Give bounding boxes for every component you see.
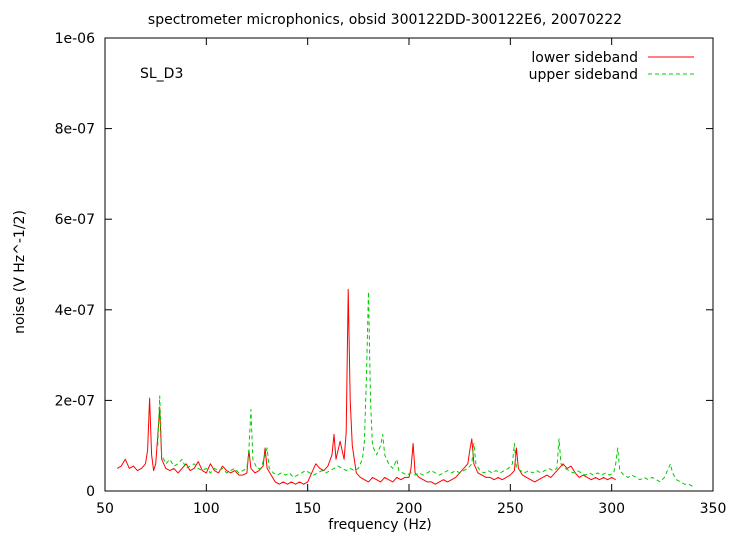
legend-label: upper sideband (529, 67, 638, 83)
x-tick-label: 150 (294, 501, 321, 517)
y-tick-label: 8e-07 (55, 122, 95, 138)
y-tick-label: 6e-07 (55, 212, 95, 228)
x-axis-label: frequency (Hz) (328, 517, 431, 533)
x-tick-label: 50 (96, 501, 114, 517)
y-tick-label: 4e-07 (55, 303, 95, 319)
x-tick-label: 350 (700, 501, 727, 517)
x-tick-label: 300 (598, 501, 625, 517)
series-line-lower-sideband (116, 288, 616, 485)
series-line-upper-sideband (157, 291, 693, 487)
x-tick-label: 100 (193, 501, 220, 517)
y-tick-label: 2e-07 (55, 393, 95, 409)
plot-annotation: SL_D3 (140, 66, 183, 82)
plot-frame (104, 37, 714, 492)
x-tick-label: 200 (396, 501, 423, 517)
y-axis-label: noise (V Hz^-1/2) (12, 210, 28, 334)
x-tick-label: 250 (497, 501, 524, 517)
y-tick-label: 1e-06 (55, 31, 95, 47)
legend-label: lower sideband (531, 50, 638, 66)
chart-title: spectrometer microphonics, obsid 300122D… (148, 12, 622, 28)
x-axis: 50 100 150 200 250 300 350 (96, 38, 726, 517)
y-axis: 0 2e-07 4e-07 6e-07 8e-07 1e-06 (55, 31, 713, 500)
y-tick-label: 0 (86, 484, 95, 500)
series-layer (116, 288, 693, 487)
